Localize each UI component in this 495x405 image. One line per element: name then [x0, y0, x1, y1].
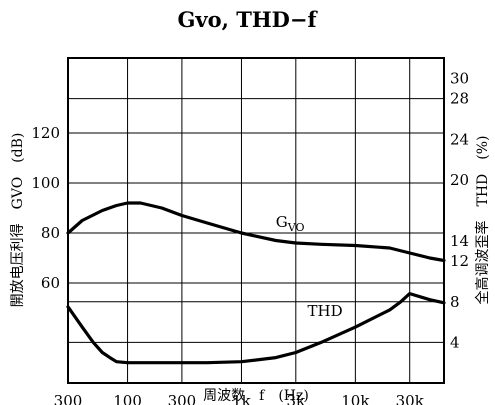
y-tick-label-right: 30: [450, 69, 469, 87]
x-tick-label: 10k: [341, 392, 370, 405]
y-tick-label-right: 8: [450, 293, 460, 311]
series-label-thd: THD: [308, 302, 343, 320]
y-tick-label-right: 20: [450, 171, 469, 189]
y-tick-label-right: 14: [450, 232, 469, 250]
grid: [68, 58, 444, 383]
series-line-thd: [66, 292, 446, 365]
series-layer: [66, 201, 446, 365]
series-labels: GVO THD: [276, 213, 343, 320]
x-tick-label: 300: [54, 392, 83, 405]
y-tick-label-left: 80: [41, 224, 60, 242]
y-tick-label-right: 12: [450, 252, 469, 270]
y-axis-title-left: 開放电压利得 GVO (dB): [9, 133, 26, 308]
plot-frame: [67, 57, 445, 384]
ticks: 300 100 300 1k 3k 10k 30k 60 80 100 120 4 8 12 14 20 24 2…: [31, 69, 469, 405]
x-tick-label: 100: [113, 392, 142, 405]
y-axis-title-right: 全高调波歪率 THD (%): [474, 136, 491, 305]
series-line-gvo: [66, 201, 446, 263]
x-tick-label: 1k: [232, 392, 252, 405]
series-label-gvo: GVO: [276, 213, 305, 234]
y-tick-label-left: 60: [41, 274, 60, 292]
y-tick-label-left: 120: [31, 124, 60, 142]
y-tick-label-left: 100: [31, 174, 60, 192]
x-tick-label: 300: [168, 392, 197, 405]
y-tick-label-right: 24: [450, 130, 469, 148]
x-axis-title: 周波数 f (Hz): [203, 388, 309, 404]
x-tick-label: 3k: [286, 392, 306, 405]
y-tick-label-right: 28: [450, 90, 469, 108]
y-tick-label-right: 4: [450, 333, 460, 351]
chart-title: Gvo, THD−f: [177, 7, 318, 32]
x-tick-label: 30k: [396, 392, 425, 405]
